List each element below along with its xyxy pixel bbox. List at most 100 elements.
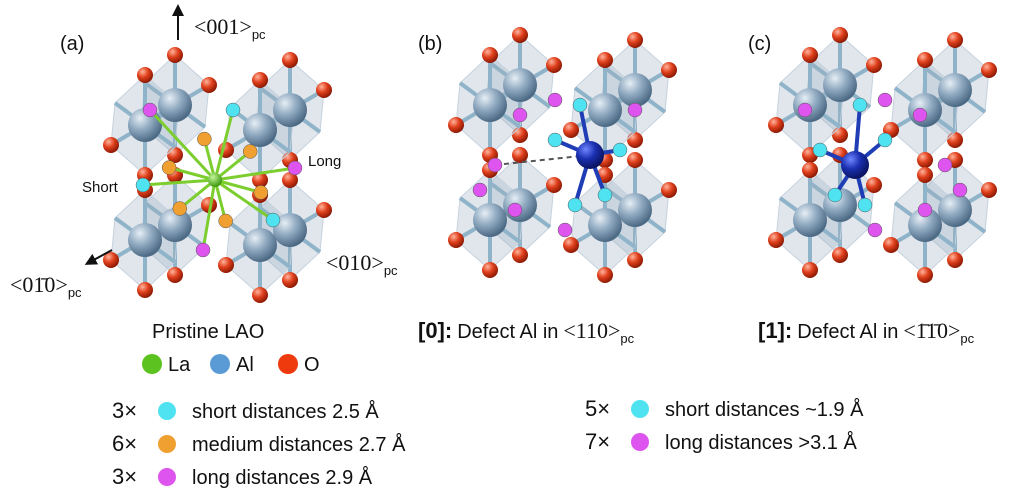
oxygen-atom [832, 27, 848, 43]
oxygen-atom [981, 62, 997, 78]
oxygen-atom [661, 182, 677, 198]
caption-index: [1]: [758, 318, 792, 343]
figure: (a) (b) (c) <001>pc <01̄0>pc <010>pc Sho… [0, 0, 1031, 498]
oxygen-atom [832, 247, 848, 263]
direction-label: <01̄0>pc [10, 272, 82, 300]
aluminum-atom [243, 228, 277, 262]
oxygen-atom [947, 252, 963, 268]
site-atom [508, 203, 522, 217]
defect-atom [841, 151, 869, 179]
oxygen-atom [282, 272, 298, 288]
oxygen-atom [137, 67, 153, 83]
panel-label: (c) [748, 33, 771, 55]
caption-index: [0]: [418, 318, 452, 343]
oxygen-atom [512, 147, 528, 163]
legend-swatch [278, 354, 298, 374]
count: 3× [112, 464, 137, 489]
legend-swatch [210, 354, 230, 374]
oxygen-atom [597, 52, 613, 68]
oxygen-atom [167, 267, 183, 283]
caption: Pristine LAO [152, 321, 264, 343]
direction-label: <010>pc [326, 250, 398, 278]
oxygen-atom [316, 82, 332, 98]
site-atom [254, 185, 268, 199]
direction: <001> [194, 14, 252, 39]
oxygen-atom [218, 257, 234, 273]
site-atom [513, 108, 527, 122]
site-atom [598, 188, 612, 202]
count: 7× [585, 429, 610, 454]
count: 6× [112, 431, 137, 456]
count: 5× [585, 396, 610, 421]
distance-swatch [631, 400, 649, 418]
oxygen-atom [917, 267, 933, 283]
aluminum-atom [158, 88, 192, 122]
oxygen-atom [252, 72, 268, 88]
aluminum-atom [503, 68, 537, 102]
site-atom [628, 103, 642, 117]
site-atom [613, 143, 627, 157]
aluminum-atom [618, 73, 652, 107]
site-atom [226, 103, 240, 117]
oxygen-atom [482, 262, 498, 278]
site-atom [558, 223, 572, 237]
distance-lists: 3× short distances 2.5 Å 6× medium distance… [112, 396, 864, 489]
oxygen-atom [448, 117, 464, 133]
distance-text: short distances 2.5 Å [192, 400, 379, 423]
site-atom [858, 198, 872, 212]
site-atom [288, 161, 302, 175]
oxygen-atom [482, 47, 498, 63]
lanthanum-atom [208, 173, 222, 187]
aluminum-atom [128, 223, 162, 257]
legend-label: Al [236, 354, 254, 376]
oxygen-atom [802, 262, 818, 278]
caption: [0]:Defect Al in<110>pc [418, 318, 635, 346]
distance-swatch [158, 468, 176, 486]
site-label: Short [82, 179, 119, 196]
site-atom [828, 188, 842, 202]
oxygen-atom [981, 182, 997, 198]
site-atom [196, 243, 210, 257]
dashed-bond [495, 155, 590, 165]
site-atom [162, 161, 176, 175]
aluminum-atom [938, 73, 972, 107]
legend-swatch [142, 354, 162, 374]
oxygen-atom [252, 287, 268, 303]
site-atom [878, 93, 892, 107]
distance-text: long distances 2.9 Å [192, 466, 373, 489]
aluminum-atom [793, 203, 827, 237]
oxygen-atom [282, 52, 298, 68]
aluminum-atom [473, 88, 507, 122]
site-atom [243, 144, 257, 158]
caption: [1]:Defect Al in<1̄1̄0>pc [758, 318, 975, 346]
oxygen-atom [917, 152, 933, 168]
site-atom [918, 203, 932, 217]
aluminum-atom [588, 208, 622, 242]
oxygen-atom [802, 47, 818, 63]
oxygen-atom [802, 162, 818, 178]
site-atom [568, 198, 582, 212]
site-atom [953, 183, 967, 197]
distance-text: medium distances 2.7 Å [192, 433, 406, 456]
distance-text: short distances ~1.9 Å [665, 398, 864, 421]
oxygen-atom [768, 117, 784, 133]
oxygen-atom [768, 232, 784, 248]
oxygen-atom [546, 177, 562, 193]
oxygen-atom [103, 137, 119, 153]
oxygen-atom [563, 237, 579, 253]
oxygen-atom [448, 232, 464, 248]
structures [103, 27, 997, 303]
oxygen-atom [917, 167, 933, 183]
oxygen-atom [627, 252, 643, 268]
site-atom [798, 103, 812, 117]
caption-text: Defect Al in [797, 321, 898, 343]
oxygen-atom [137, 282, 153, 298]
distance-swatch [631, 433, 649, 451]
oxygen-atom [546, 57, 562, 73]
panel-label: (b) [418, 33, 442, 55]
direction-label: <001>pc [194, 14, 266, 42]
oxygen-atom [201, 77, 217, 93]
subscript: pc [252, 27, 266, 42]
caption-text: Defect Al in [457, 321, 558, 343]
